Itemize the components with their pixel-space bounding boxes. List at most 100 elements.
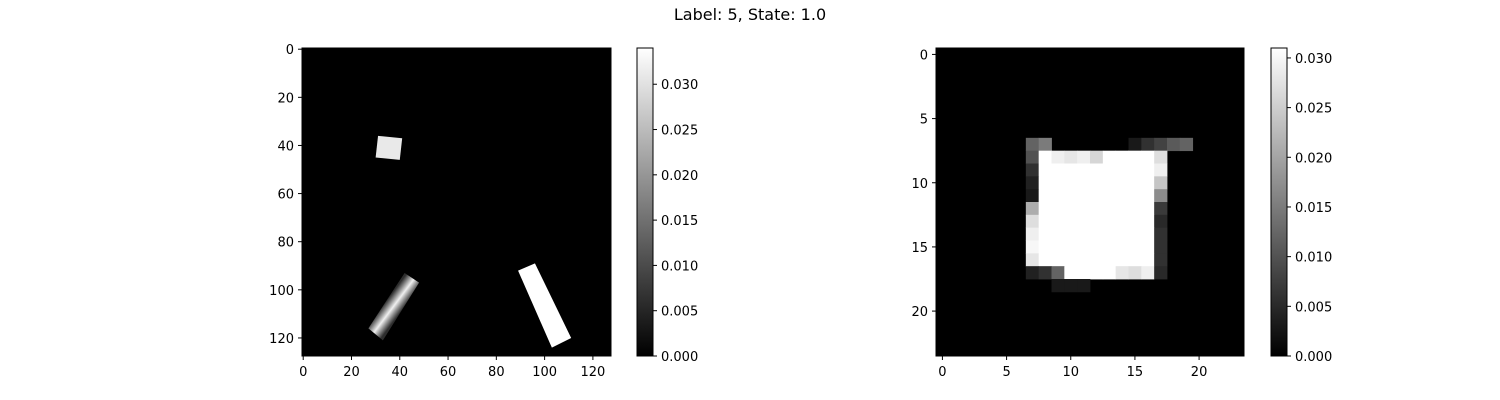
x-tick-label: 40 [391,365,408,380]
heatmap-cell [1141,202,1155,216]
heatmap-cell [1090,240,1104,254]
heatmap-cell [1128,214,1142,229]
heatmap-cell [1077,253,1091,267]
x-tick-label: 10 [1062,365,1079,380]
heatmap-cell [1077,279,1091,293]
heatmap-image [1025,137,1194,293]
heatmap-cell [1115,266,1129,280]
heatmap-cell [1102,227,1117,241]
heatmap-cell [1064,189,1078,203]
colorbar-tick-label: 0.010 [661,259,698,274]
heatmap-cell [1077,150,1091,164]
heatmap-cell [1128,176,1142,190]
y-tick-label: 10 [911,177,928,192]
colorbar [1271,48,1287,356]
heatmap-panel-1: 0 20 40 60 80 100 120 0 20 40 60 80 100 120 0.000 0.005… [269,43,698,380]
heatmap-cell [1025,266,1040,280]
heatmap-cell [1090,163,1104,177]
colorbar-tick-label: 0.000 [661,350,698,365]
heatmap-cell [1051,163,1065,177]
heatmap-cell [1025,189,1040,203]
heatmap-cell [1064,214,1078,229]
heatmap-cell [1167,137,1181,152]
heatmap-cell [1090,227,1104,241]
heatmap-cell [1025,227,1040,241]
heatmap-cell [1038,214,1052,229]
heatmap-cell [1128,150,1142,164]
heatmap-cell [1064,202,1078,216]
heatmap-cell [1154,240,1168,254]
heatmap-cell [1038,176,1052,190]
heatmap-cell [1090,202,1104,216]
heatmap-cell [1179,137,1194,152]
heatmap-image [368,135,572,348]
heatmap-cell [1077,227,1091,241]
heatmap-cell [1090,150,1104,164]
heatmap-cell [1141,137,1155,152]
heatmap-cell [1115,240,1129,254]
heatmap-cell [1154,163,1168,177]
heatmap-cell [1128,240,1142,254]
heatmap-cell [1051,240,1065,254]
x-tick-label: 20 [343,365,360,380]
y-tick-label: 120 [269,332,294,347]
heatmap-cell [1128,253,1142,267]
colorbar-tick-label: 0.015 [1295,201,1332,216]
axes-frame [935,47,1245,357]
heatmap-cell [1051,150,1065,164]
heatmap-cell [1141,253,1155,267]
heatmap-cell [1102,253,1117,267]
heatmap-cell [1141,240,1155,254]
heatmap-cell [1154,137,1168,152]
heatmap-cell [1141,214,1155,229]
x-tick-label: 100 [532,365,557,380]
heatmap-cell [1025,176,1040,190]
y-tick-label: 60 [277,188,294,203]
heatmap-cell [1154,176,1168,190]
heatmap-cell [1141,150,1155,164]
heatmap-cell [1115,214,1129,229]
x-tick-label: 0 [299,365,307,380]
heatmap-cell [1077,202,1091,216]
colorbar-tick-label: 0.030 [1295,52,1332,67]
heatmap-cell [1102,202,1117,216]
heatmap-cell [1128,163,1142,177]
heatmap-cell [1064,279,1078,293]
heatmap-background [302,48,611,356]
heatmap-cell [1025,253,1040,267]
colorbar-tick-label: 0.020 [1295,151,1332,166]
x-tick-label: 0 [938,365,946,380]
colorbar-tick-label: 0.010 [1295,251,1332,266]
heatmap-cell [1102,176,1117,190]
y-tick-label: 5 [920,113,928,128]
heatmap-cell [1141,176,1155,190]
heatmap-cell [1154,150,1168,164]
colorbar-tick-label: 0.000 [1295,350,1332,365]
heatmap-cell [1128,227,1142,241]
heatmap-cell [1090,253,1104,267]
heatmap-cell [1064,163,1078,177]
heatmap-cell [1154,227,1168,241]
heatmap-cell [1051,202,1065,216]
y-tick-label: 0 [920,48,928,63]
heatmap-cell [1064,253,1078,267]
heatmap-cell [1038,163,1052,177]
y-tick-label: 40 [277,139,294,154]
heatmap-cell [1051,266,1065,280]
colorbar-frame [636,47,654,357]
heatmap-cell [1154,266,1168,280]
heatmap-cell [1064,176,1078,190]
colorbar-tick-label: 0.025 [1295,102,1332,117]
heatmap-cell [1077,266,1091,280]
heatmap-cell [1051,253,1065,267]
figure-title: Label: 5, State: 1.0 [673,5,827,24]
heatmap-cell [1038,189,1052,203]
heatmap-cell [1090,189,1104,203]
heatmap-cell [1115,202,1129,216]
y-tick-label: 0 [286,43,294,58]
heatmap-cell [1025,214,1040,229]
colorbar-tick-label: 0.005 [1295,300,1332,315]
heatmap-cell [1025,150,1040,164]
heatmap-cell [1128,137,1142,152]
